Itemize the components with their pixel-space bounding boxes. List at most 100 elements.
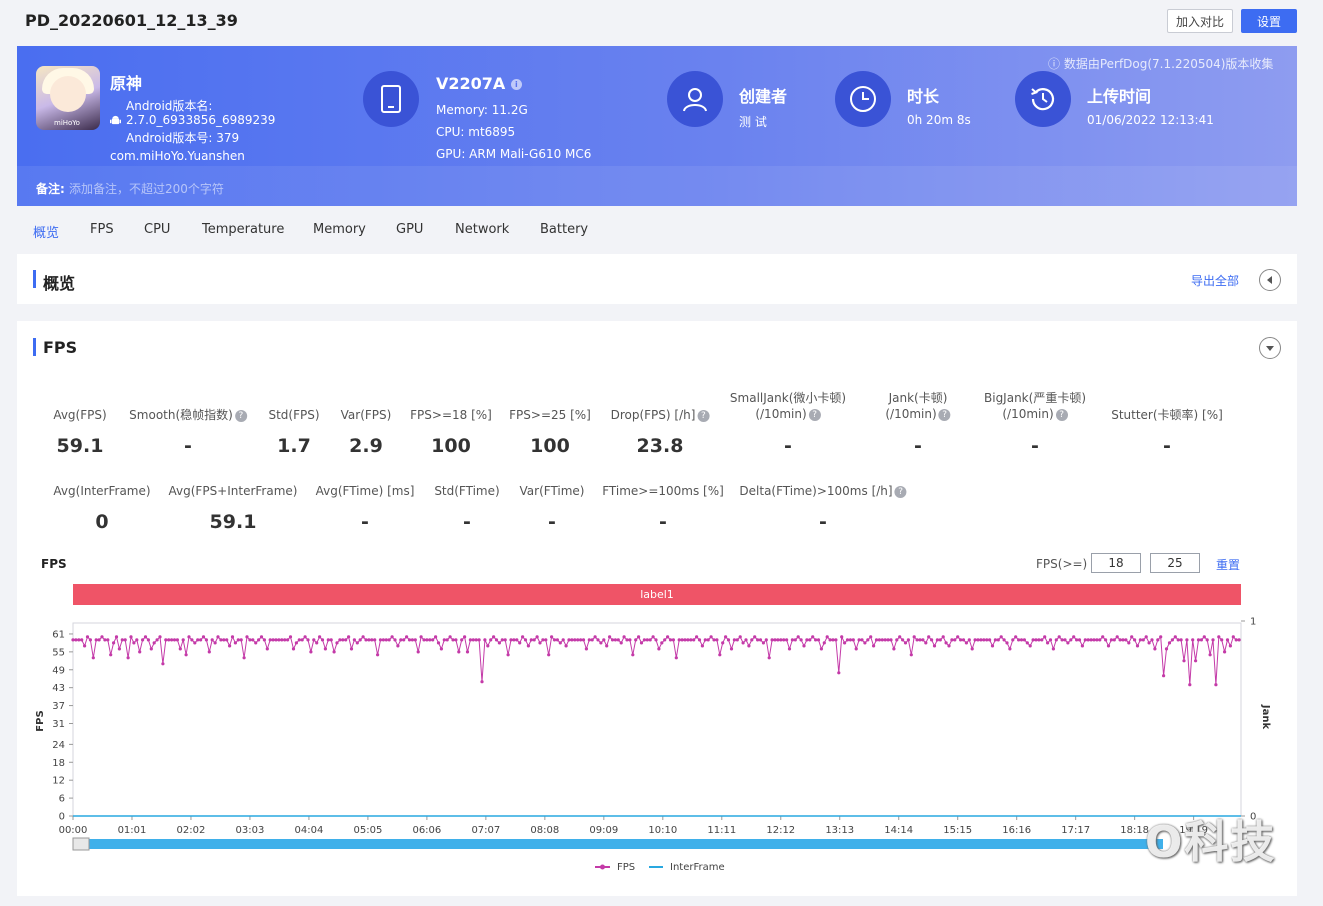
fps-data-point	[332, 650, 336, 654]
fps-data-point	[1115, 635, 1119, 639]
reset-link[interactable]: 重置	[1216, 558, 1241, 572]
x-tick-label: 03:03	[236, 825, 265, 836]
add-to-compare-button[interactable]: 加入对比	[1167, 9, 1233, 33]
tab-cpu[interactable]: CPU	[144, 222, 171, 237]
legend-fps-label[interactable]: FPS	[617, 862, 635, 873]
fps-data-point	[953, 638, 957, 642]
tab-overview[interactable]: 概览	[33, 226, 60, 241]
legend-interframe-label[interactable]: InterFrame	[670, 862, 725, 873]
fps-data-point	[286, 638, 290, 642]
fps-data-point	[637, 635, 641, 639]
help-icon[interactable]: ?	[808, 408, 821, 421]
collapse-left-icon[interactable]	[1259, 269, 1281, 291]
fps-data-point	[1054, 638, 1058, 642]
help-icon[interactable]: ?	[894, 485, 907, 498]
fps-data-point	[306, 638, 310, 642]
tab-temperature[interactable]: Temperature	[202, 222, 285, 237]
fps-data-point	[1194, 659, 1198, 663]
x-tick-label: 01:01	[118, 825, 147, 836]
info-icon[interactable]: i	[510, 79, 522, 90]
fps-data-point	[1077, 638, 1082, 642]
fps-data-point	[468, 638, 472, 642]
settings-button[interactable]: 设置	[1241, 9, 1297, 33]
device-memory: Memory: 11.2G	[436, 103, 528, 117]
fps-data-point	[1156, 638, 1160, 642]
collapse-down-icon[interactable]	[1259, 337, 1281, 359]
range-slider-bar[interactable]	[73, 839, 1163, 849]
fps-data-point	[903, 641, 908, 645]
fps-chart[interactable]: 0 6 12 18 24 31 37 43 49 55 61 FPS 1 0 Jank 00:00 01:01 0…	[17, 611, 1297, 891]
help-icon[interactable]: ?	[938, 408, 951, 421]
fps-data-point	[845, 638, 850, 642]
fps-data-point	[686, 638, 690, 642]
fps-data-point	[129, 635, 133, 639]
fps-data-point	[445, 638, 449, 642]
fps-data-point	[271, 638, 275, 642]
y-tick-label: 12	[52, 776, 65, 787]
fps-data-point	[323, 647, 327, 651]
fps-metric-label: Drop(FPS) [/h]?	[611, 407, 710, 423]
fps-data-point	[988, 638, 992, 642]
range-slider-handle[interactable]	[72, 837, 90, 851]
fps-data-point	[251, 638, 255, 642]
help-icon[interactable]: ?	[697, 409, 710, 422]
tab-network[interactable]: Network	[455, 222, 510, 237]
fps-data-point	[413, 638, 417, 642]
fps-data-point	[645, 638, 649, 642]
fps-data-point	[300, 638, 304, 642]
fps-data-point	[822, 641, 826, 645]
tab-memory[interactable]: Memory	[313, 222, 366, 237]
fps-threshold-2-input[interactable]	[1150, 553, 1200, 573]
fps-metric-label: Avg(FPS)	[53, 408, 107, 422]
fps-data-point	[170, 638, 174, 642]
fps-data-point	[657, 647, 661, 651]
fps-data-point	[535, 635, 539, 639]
fps-data-point	[143, 635, 148, 639]
note-input[interactable]: 添加备注，不超过200个字符	[69, 182, 224, 196]
help-icon[interactable]: ?	[234, 409, 247, 422]
fps-data-point	[422, 638, 426, 642]
fps-data-point	[761, 641, 766, 645]
fps-data-point	[135, 638, 139, 642]
tab-battery[interactable]: Battery	[540, 222, 589, 237]
export-all-link[interactable]: 导出全部	[1191, 274, 1240, 288]
fps-data-point	[1231, 635, 1235, 639]
x-tick-label: 18:18	[1120, 825, 1149, 836]
fps-data-point	[94, 638, 98, 642]
fps-data-point	[570, 638, 574, 642]
fps-threshold-1-input[interactable]	[1091, 553, 1141, 573]
fps-data-point	[1225, 638, 1230, 642]
label-strip[interactable]: label1	[73, 584, 1241, 605]
tab-fps[interactable]: FPS	[90, 222, 114, 237]
fps-data-point	[364, 638, 368, 642]
fps-data-point	[268, 638, 272, 642]
fps-data-point	[303, 635, 307, 639]
fps-data-point	[1217, 635, 1221, 639]
fps-data-point	[236, 638, 240, 642]
fps-section-title: FPS	[43, 338, 78, 357]
fps-data-point	[1153, 647, 1157, 651]
x-tick-label: 16:16	[1002, 825, 1031, 836]
note-label: 备注:	[36, 182, 65, 196]
note-strip	[17, 166, 1297, 206]
fps-data-point	[1130, 635, 1134, 639]
fps-data-point	[88, 638, 92, 642]
app-version-name-label: Android版本名:	[126, 99, 213, 113]
fps-data-point	[732, 638, 737, 642]
fps-data-point	[1098, 638, 1102, 642]
fps-data-point	[718, 653, 722, 657]
fps-data-point	[993, 638, 998, 642]
help-icon[interactable]: ?	[1055, 408, 1068, 421]
fps-data-point	[126, 656, 130, 660]
fps-data-point	[799, 638, 803, 642]
frametime-metric-label: Avg(InterFrame)	[53, 484, 151, 498]
fps-card: FPS Avg(FPS) 59.1 Smooth(稳帧指数)? - Std(FPS) 1.…	[17, 321, 1297, 896]
fps-data-point	[376, 653, 380, 657]
fps-data-point	[1095, 638, 1099, 642]
fps-data-point	[381, 638, 385, 642]
fps-data-point	[651, 635, 655, 639]
tab-gpu[interactable]: GPU	[396, 222, 424, 237]
y-tick-label: 43	[52, 683, 65, 694]
fps-data-point	[457, 650, 461, 654]
fps-data-point	[370, 638, 374, 642]
